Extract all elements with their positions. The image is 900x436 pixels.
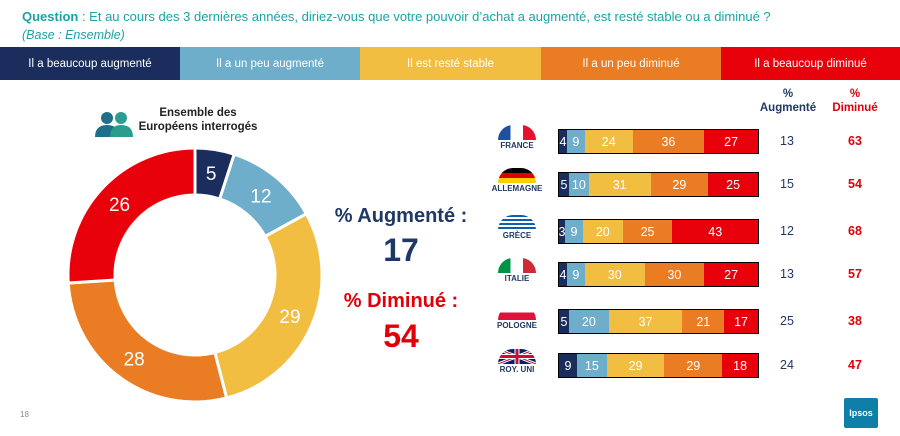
donut-slice-label: 28 bbox=[124, 350, 145, 371]
flag-icon bbox=[498, 305, 536, 320]
bar-segment: 43 bbox=[672, 220, 758, 243]
bar-segment: 9 bbox=[566, 263, 585, 286]
country-label: ROY. UNI bbox=[499, 365, 535, 374]
diminue-value: 47 bbox=[848, 358, 862, 372]
legend: Il a beaucoup augmenté Il a un peu augmen… bbox=[0, 47, 900, 80]
bar-segment: 37 bbox=[608, 310, 683, 333]
bar-segment: 29 bbox=[650, 173, 709, 196]
legend-item: Il a un peu augmenté bbox=[180, 47, 360, 80]
diminue-value: 54 bbox=[848, 177, 862, 191]
bar-segment: 25 bbox=[708, 173, 758, 196]
bar-segment: 21 bbox=[682, 310, 725, 333]
col-head-up-word: Augmenté bbox=[759, 102, 817, 114]
donut-slice bbox=[66, 278, 229, 404]
question: Question : Et au cours des 3 dernières a… bbox=[22, 9, 771, 24]
bar-segment: 5 bbox=[559, 173, 569, 196]
bar-segment: 3 bbox=[559, 220, 565, 243]
legend-item: Il a un peu diminué bbox=[541, 47, 721, 80]
bar-segment: 20 bbox=[582, 220, 623, 243]
country-label: FRANCE bbox=[500, 141, 534, 150]
col-head-up: % Augmenté bbox=[748, 87, 828, 115]
augmente-value: 13 bbox=[780, 134, 794, 148]
diminue-value: 63 bbox=[848, 134, 862, 148]
donut-slice-label: 26 bbox=[109, 195, 130, 216]
augmente-value: 12 bbox=[780, 224, 794, 238]
stacked-bar: 5 10 31 29 25 bbox=[558, 172, 759, 197]
diminue-value: 57 bbox=[848, 267, 862, 281]
flag-icon bbox=[498, 215, 536, 230]
stacked-bar: 4 9 30 30 27 bbox=[558, 262, 759, 287]
page-number: 18 bbox=[20, 410, 29, 419]
bar-segment: 10 bbox=[568, 173, 589, 196]
flag-icon bbox=[498, 168, 536, 183]
question-text: : Et au cours des 3 dernières années, di… bbox=[78, 9, 771, 24]
bar-segment: 30 bbox=[584, 263, 645, 286]
bar-segment: 27 bbox=[704, 263, 758, 286]
country-label: ITALIE bbox=[504, 274, 530, 283]
country-label: POLOGNE bbox=[496, 321, 537, 330]
country-label: ALLEMAGNE bbox=[491, 184, 543, 193]
donut-chart: 5 12 29 28 26 bbox=[66, 146, 324, 404]
donut-slice-label: 12 bbox=[250, 186, 271, 207]
bar-segment: 15 bbox=[576, 354, 607, 377]
stacked-bar: 4 9 24 36 27 bbox=[558, 129, 759, 154]
col-head-up-pct: % bbox=[782, 88, 794, 100]
bar-segment: 20 bbox=[568, 310, 609, 333]
augmente-value: 24 bbox=[780, 358, 794, 372]
bar-segment: 4 bbox=[559, 263, 567, 286]
stacked-bar: 9 15 29 29 18 bbox=[558, 353, 759, 378]
stacked-bar: 5 20 37 21 17 bbox=[558, 309, 759, 334]
flag-icon bbox=[498, 349, 536, 364]
people-icon bbox=[95, 112, 133, 137]
bar-segment: 9 bbox=[566, 130, 585, 153]
col-head-down-word: Diminué bbox=[832, 102, 878, 114]
bar-segment: 17 bbox=[724, 310, 758, 333]
bar-segment: 36 bbox=[632, 130, 705, 153]
col-head-down: % Diminué bbox=[815, 87, 895, 115]
bar-segment: 29 bbox=[664, 354, 723, 377]
bar-segment: 31 bbox=[588, 173, 651, 196]
augmente-value: 13 bbox=[780, 267, 794, 281]
country-label: GRÈCE bbox=[502, 231, 532, 240]
donut-slice-label: 5 bbox=[206, 164, 217, 185]
kpi-down-value: 54 bbox=[383, 318, 419, 354]
bar-segment: 30 bbox=[644, 263, 705, 286]
bar-segment: 25 bbox=[622, 220, 673, 243]
legend-item: Il a beaucoup augmenté bbox=[0, 47, 180, 80]
donut-slice bbox=[66, 146, 197, 285]
donut-slice bbox=[213, 211, 324, 400]
bar-segment: 9 bbox=[564, 220, 583, 243]
bar-segment: 9 bbox=[559, 354, 577, 377]
stacked-bar: 3 9 20 25 43 bbox=[558, 219, 759, 244]
flag-icon bbox=[498, 258, 536, 273]
col-head-down-pct: % bbox=[849, 88, 861, 100]
bar-segment: 18 bbox=[722, 354, 758, 377]
legend-item: Il a beaucoup diminué bbox=[721, 47, 900, 80]
legend-item: Il est resté stable bbox=[360, 47, 541, 80]
ipsos-logo: Ipsos bbox=[844, 398, 878, 428]
bar-segment: 5 bbox=[559, 310, 569, 333]
diminue-value: 38 bbox=[848, 314, 862, 328]
donut-slice-label: 29 bbox=[279, 307, 300, 328]
bar-segment: 4 bbox=[559, 130, 567, 153]
augmente-value: 25 bbox=[780, 314, 794, 328]
question-label: Question bbox=[22, 9, 79, 24]
bar-segment: 24 bbox=[584, 130, 633, 153]
bar-segment: 29 bbox=[606, 354, 665, 377]
flag-icon bbox=[498, 125, 536, 140]
bar-segment: 27 bbox=[704, 130, 758, 153]
donut-title: Ensemble des Européens interrogés bbox=[138, 107, 258, 133]
kpi-down-label: % Diminué : bbox=[343, 290, 459, 312]
kpi-up-value: 17 bbox=[383, 232, 419, 268]
augmente-value: 15 bbox=[780, 177, 794, 191]
kpi-up-label: % Augmenté : bbox=[334, 205, 468, 227]
question-base: (Base : Ensemble) bbox=[22, 28, 125, 42]
diminue-value: 68 bbox=[848, 224, 862, 238]
